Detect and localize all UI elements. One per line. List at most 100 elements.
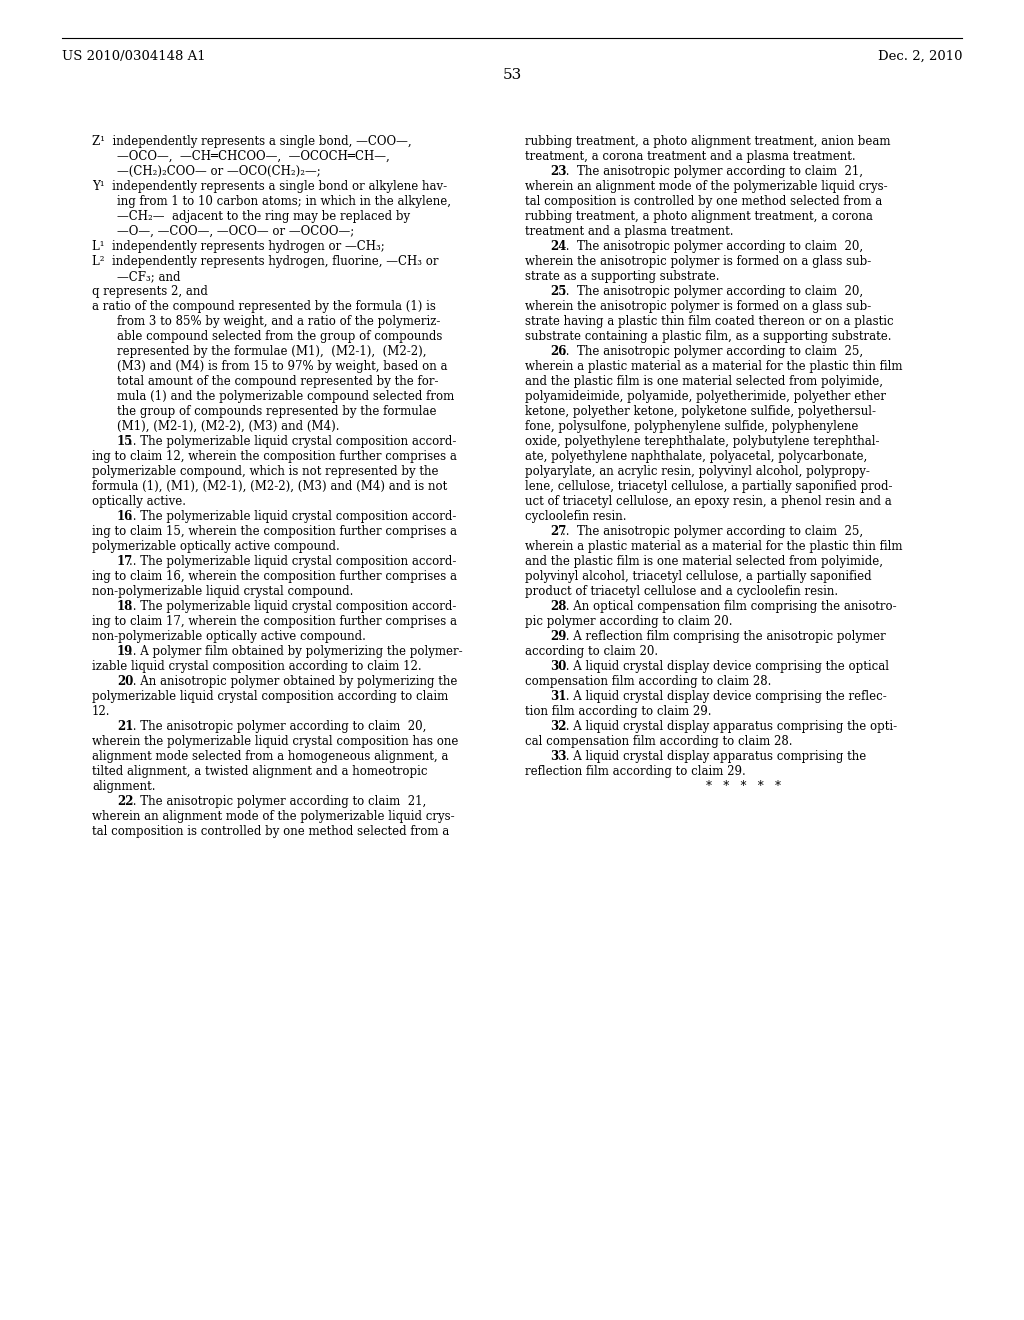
Text: polyamideimide, polyamide, polyetherimide, polyether ether: polyamideimide, polyamide, polyetherimid… [525,389,886,403]
Text: 21: 21 [117,719,133,733]
Text: product of triacetyl cellulose and a cycloolefin resin.: product of triacetyl cellulose and a cyc… [525,585,838,598]
Text: 27: 27 [550,525,566,539]
Text: total amount of the compound represented by the for-: total amount of the compound represented… [117,375,438,388]
Text: rubbing treatment, a photo alignment treatment, anion beam: rubbing treatment, a photo alignment tre… [525,135,891,148]
Text: alignment.: alignment. [92,780,156,793]
Text: ing from 1 to 10 carbon atoms; in which in the alkylene,: ing from 1 to 10 carbon atoms; in which … [117,195,451,209]
Text: 31: 31 [550,690,566,704]
Text: .. The polymerizable liquid crystal composition accord-: .. The polymerizable liquid crystal comp… [129,436,456,447]
Text: 18: 18 [117,601,133,612]
Text: and the plastic film is one material selected from polyimide,: and the plastic film is one material sel… [525,375,883,388]
Text: tal composition is controlled by one method selected from a: tal composition is controlled by one met… [525,195,883,209]
Text: fone, polysulfone, polyphenylene sulfide, polyphenylene: fone, polysulfone, polyphenylene sulfide… [525,420,858,433]
Text: alignment mode selected from a homogeneous alignment, a: alignment mode selected from a homogeneo… [92,750,449,763]
Text: .. The polymerizable liquid crystal composition accord-: .. The polymerizable liquid crystal comp… [129,554,456,568]
Text: ing to claim 12, wherein the composition further comprises a: ing to claim 12, wherein the composition… [92,450,457,463]
Text: 30: 30 [550,660,566,673]
Text: L¹  independently represents hydrogen or —CH₃;: L¹ independently represents hydrogen or … [92,240,385,253]
Text: formula (1), (M1), (M2-1), (M2-2), (M3) and (M4) and is not: formula (1), (M1), (M2-1), (M2-2), (M3) … [92,480,447,492]
Text: reflection film according to claim 29.: reflection film according to claim 29. [525,766,745,777]
Text: non-polymerizable liquid crystal compound.: non-polymerizable liquid crystal compoun… [92,585,353,598]
Text: cal compensation film according to claim 28.: cal compensation film according to claim… [525,735,793,748]
Text: .. The polymerizable liquid crystal composition accord-: .. The polymerizable liquid crystal comp… [129,601,456,612]
Text: 53: 53 [503,69,521,82]
Text: 28: 28 [550,601,566,612]
Text: wherein the anisotropic polymer is formed on a glass sub-: wherein the anisotropic polymer is forme… [525,255,871,268]
Text: .. An anisotropic polymer obtained by polymerizing the: .. An anisotropic polymer obtained by po… [129,675,457,688]
Text: compensation film according to claim 28.: compensation film according to claim 28. [525,675,771,688]
Text: .. A liquid crystal display apparatus comprising the: .. A liquid crystal display apparatus co… [561,750,866,763]
Text: (M3) and (M4) is from 15 to 97% by weight, based on a: (M3) and (M4) is from 15 to 97% by weigh… [117,360,447,374]
Text: able compound selected from the group of compounds: able compound selected from the group of… [117,330,442,343]
Text: mula (1) and the polymerizable compound selected from: mula (1) and the polymerizable compound … [117,389,455,403]
Text: polymerizable compound, which is not represented by the: polymerizable compound, which is not rep… [92,465,438,478]
Text: wherein a plastic material as a material for the plastic thin film: wherein a plastic material as a material… [525,540,902,553]
Text: ..  The anisotropic polymer according to claim  21,: .. The anisotropic polymer according to … [561,165,862,178]
Text: 12.: 12. [92,705,111,718]
Text: ing to claim 17, wherein the composition further comprises a: ing to claim 17, wherein the composition… [92,615,457,628]
Text: tion film according to claim 29.: tion film according to claim 29. [525,705,712,718]
Text: oxide, polyethylene terephthalate, polybutylene terephthal-: oxide, polyethylene terephthalate, polyb… [525,436,880,447]
Text: polymerizable optically active compound.: polymerizable optically active compound. [92,540,340,553]
Text: 20: 20 [117,675,133,688]
Text: 26: 26 [550,345,566,358]
Text: 24: 24 [550,240,566,253]
Text: .. A polymer film obtained by polymerizing the polymer-: .. A polymer film obtained by polymerizi… [129,645,462,657]
Text: a ratio of the compound represented by the formula (1) is: a ratio of the compound represented by t… [92,300,436,313]
Text: 29: 29 [550,630,566,643]
Text: .. A reflection film comprising the anisotropic polymer: .. A reflection film comprising the anis… [561,630,886,643]
Text: 19: 19 [117,645,133,657]
Text: .. The polymerizable liquid crystal composition accord-: .. The polymerizable liquid crystal comp… [129,510,456,523]
Text: —O—, —COO—, —OCO— or —OCOO—;: —O—, —COO—, —OCO— or —OCOO—; [117,224,354,238]
Text: Z¹  independently represents a single bond, —COO—,: Z¹ independently represents a single bon… [92,135,412,148]
Text: .. A liquid crystal display device comprising the reflec-: .. A liquid crystal display device compr… [561,690,887,704]
Text: ..  The anisotropic polymer according to claim  25,: .. The anisotropic polymer according to … [561,345,863,358]
Text: —CH₂—  adjacent to the ring may be replaced by: —CH₂— adjacent to the ring may be replac… [117,210,411,223]
Text: .. The anisotropic polymer according to claim  20,: .. The anisotropic polymer according to … [129,719,426,733]
Text: wherein the polymerizable liquid crystal composition has one: wherein the polymerizable liquid crystal… [92,735,459,748]
Text: —(CH₂)₂COO— or —OCO(CH₂)₂—;: —(CH₂)₂COO— or —OCO(CH₂)₂—; [117,165,321,178]
Text: tilted alignment, a twisted alignment and a homeotropic: tilted alignment, a twisted alignment an… [92,766,427,777]
Text: wherein a plastic material as a material for the plastic thin film: wherein a plastic material as a material… [525,360,902,374]
Text: 23: 23 [550,165,566,178]
Text: —CF₃; and: —CF₃; and [117,271,180,282]
Text: izable liquid crystal composition according to claim 12.: izable liquid crystal composition accord… [92,660,422,673]
Text: represented by the formulae (M1),  (M2-1),  (M2-2),: represented by the formulae (M1), (M2-1)… [117,345,427,358]
Text: rubbing treatment, a photo alignment treatment, a corona: rubbing treatment, a photo alignment tre… [525,210,872,223]
Text: ..  The anisotropic polymer according to claim  25,: .. The anisotropic polymer according to … [561,525,863,539]
Text: polyarylate, an acrylic resin, polyvinyl alcohol, polypropy-: polyarylate, an acrylic resin, polyvinyl… [525,465,869,478]
Text: .. An optical compensation film comprising the anisotro-: .. An optical compensation film comprisi… [561,601,896,612]
Text: ing to claim 15, wherein the composition further comprises a: ing to claim 15, wherein the composition… [92,525,457,539]
Text: wherein an alignment mode of the polymerizable liquid crys-: wherein an alignment mode of the polymer… [92,810,455,822]
Text: .. A liquid crystal display device comprising the optical: .. A liquid crystal display device compr… [561,660,889,673]
Text: substrate containing a plastic film, as a supporting substrate.: substrate containing a plastic film, as … [525,330,892,343]
Text: .. The anisotropic polymer according to claim  21,: .. The anisotropic polymer according to … [129,795,426,808]
Text: from 3 to 85% by weight, and a ratio of the polymeriz-: from 3 to 85% by weight, and a ratio of … [117,315,440,327]
Text: Y¹  independently represents a single bond or alkylene hav-: Y¹ independently represents a single bon… [92,180,447,193]
Text: 22: 22 [117,795,133,808]
Text: ate, polyethylene naphthalate, polyacetal, polycarbonate,: ate, polyethylene naphthalate, polyaceta… [525,450,867,463]
Text: wherein the anisotropic polymer is formed on a glass sub-: wherein the anisotropic polymer is forme… [525,300,871,313]
Text: wherein an alignment mode of the polymerizable liquid crys-: wherein an alignment mode of the polymer… [525,180,888,193]
Text: 32: 32 [550,719,566,733]
Text: 17: 17 [117,554,133,568]
Text: .. A liquid crystal display apparatus comprising the opti-: .. A liquid crystal display apparatus co… [561,719,897,733]
Text: US 2010/0304148 A1: US 2010/0304148 A1 [62,50,206,63]
Text: 15: 15 [117,436,133,447]
Text: treatment, a corona treatment and a plasma treatment.: treatment, a corona treatment and a plas… [525,150,856,162]
Text: polymerizable liquid crystal composition according to claim: polymerizable liquid crystal composition… [92,690,449,704]
Text: and the plastic film is one material selected from polyimide,: and the plastic film is one material sel… [525,554,883,568]
Text: lene, cellulose, triacetyl cellulose, a partially saponified prod-: lene, cellulose, triacetyl cellulose, a … [525,480,893,492]
Text: cycloolefin resin.: cycloolefin resin. [525,510,627,523]
Text: tal composition is controlled by one method selected from a: tal composition is controlled by one met… [92,825,450,838]
Text: Dec. 2, 2010: Dec. 2, 2010 [878,50,962,63]
Text: ketone, polyether ketone, polyketone sulfide, polyethersul-: ketone, polyether ketone, polyketone sul… [525,405,876,418]
Text: q represents 2, and: q represents 2, and [92,285,208,298]
Text: ..  The anisotropic polymer according to claim  20,: .. The anisotropic polymer according to … [561,285,863,298]
Text: non-polymerizable optically active compound.: non-polymerizable optically active compo… [92,630,366,643]
Text: *   *   *   *   *: * * * * * [706,780,781,793]
Text: uct of triacetyl cellulose, an epoxy resin, a phenol resin and a: uct of triacetyl cellulose, an epoxy res… [525,495,892,508]
Text: 25: 25 [550,285,566,298]
Text: polyvinyl alcohol, triacetyl cellulose, a partially saponified: polyvinyl alcohol, triacetyl cellulose, … [525,570,871,583]
Text: —OCO—,  —CH═CHCOO—,  —OCOCH═CH—,: —OCO—, —CH═CHCOO—, —OCOCH═CH—, [117,150,390,162]
